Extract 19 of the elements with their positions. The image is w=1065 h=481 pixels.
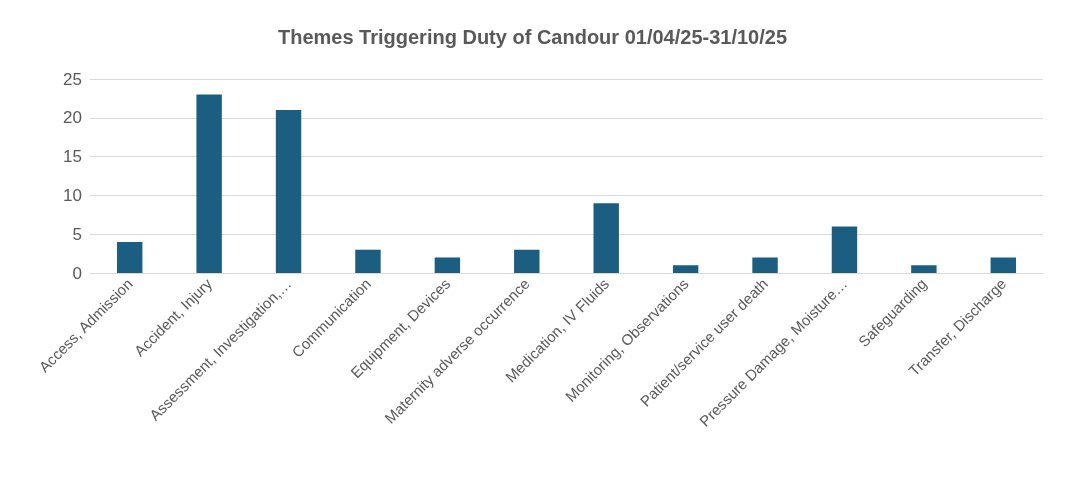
y-tick-label: 10 — [63, 185, 82, 205]
y-tick-label: 20 — [63, 108, 82, 128]
bar — [514, 249, 540, 273]
bar — [275, 110, 302, 273]
bar — [752, 257, 778, 273]
bar — [831, 226, 858, 273]
bar — [196, 94, 222, 273]
chart-title: Themes Triggering Duty of Candour 01/04/25-31/10/25 — [277, 26, 788, 48]
y-tick-label: 5 — [72, 224, 82, 244]
y-tick-label: 25 — [63, 69, 82, 89]
bar — [990, 257, 1016, 273]
y-tick-label: 15 — [63, 147, 82, 167]
bar — [117, 241, 143, 273]
bar — [355, 249, 381, 273]
bar — [672, 265, 699, 273]
bar — [434, 257, 461, 273]
bar — [593, 203, 619, 273]
y-tick-label: 0 — [72, 263, 82, 283]
bar — [911, 265, 937, 273]
